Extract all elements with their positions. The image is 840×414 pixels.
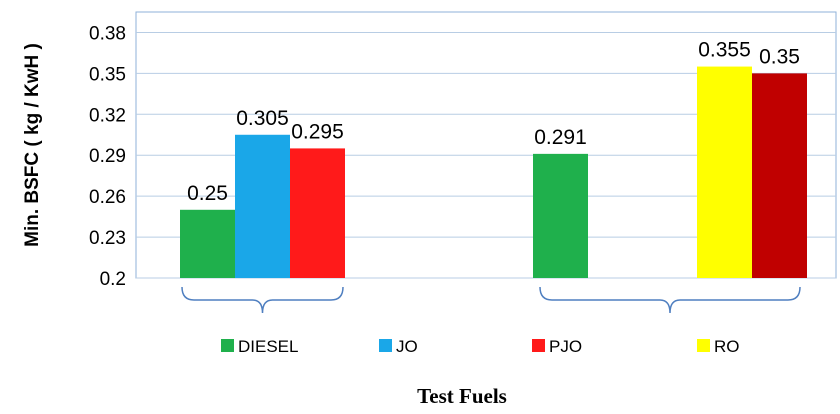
group-brace: [181, 286, 344, 314]
bar-pjo: [290, 148, 345, 278]
y-tick-label: 0.26: [89, 187, 126, 208]
legend-swatch-jo: [379, 339, 392, 352]
y-tick-label: 0.35: [89, 64, 126, 85]
data-label: 0.305: [236, 107, 289, 130]
group-brace: [539, 286, 801, 314]
bar-ro: [697, 66, 752, 278]
bar-pro: [752, 73, 807, 278]
bar-diesel: [180, 209, 235, 278]
data-label: 0.35: [759, 45, 800, 68]
legend-label-ro: RO: [714, 337, 740, 356]
group-braces: [181, 286, 801, 314]
bar-diesel: [533, 153, 588, 278]
y-tick-label: 0.32: [89, 105, 126, 126]
y-tick-label: 0.2: [100, 269, 126, 290]
legend-label-diesel: DIESEL: [238, 337, 298, 356]
data-label: 0.25: [187, 182, 228, 205]
y-tick-label: 0.23: [89, 228, 126, 249]
y-axis-label: Min. BSFC ( kg / KwH ): [22, 43, 43, 247]
y-tick-label: 0.29: [89, 146, 126, 167]
data-label: 0.295: [291, 120, 344, 143]
legend-label-jo: JO: [396, 337, 418, 356]
legend: DIESELJOPJOROPRO: [221, 337, 740, 356]
data-label: 0.355: [698, 39, 751, 62]
legend-swatch-ro: [697, 339, 710, 352]
x-axis-label: Test Fuels: [417, 384, 507, 408]
bar-jo: [235, 134, 290, 278]
data-label: 0.291: [534, 126, 587, 149]
y-tick-label: 0.38: [89, 23, 126, 44]
y-axis-ticks: 0.2 0.23 0.26 0.29 0.32 0.35 0.38: [89, 23, 126, 290]
legend-swatch-diesel: [221, 339, 234, 352]
legend-label-pjo: PJO: [549, 337, 582, 356]
legend-swatch-pjo: [532, 339, 545, 352]
